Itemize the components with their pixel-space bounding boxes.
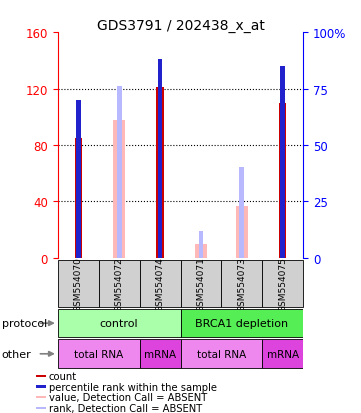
Bar [99,260,140,308]
Bar [35,406,47,409]
Bar [74,138,82,258]
Bar [58,339,140,368]
Text: protocol: protocol [2,318,47,328]
Text: GSM554071: GSM554071 [196,256,205,311]
Bar [239,168,244,258]
Text: mRNA: mRNA [267,349,299,359]
Text: GSM554074: GSM554074 [156,256,165,311]
Text: total RNA: total RNA [197,349,246,359]
Bar [58,309,180,338]
Bar [180,260,221,308]
Text: other: other [2,349,31,359]
Text: GSM554070: GSM554070 [74,256,83,311]
Bar [35,385,47,388]
Text: count: count [49,371,77,381]
Bar [140,260,180,308]
Text: percentile rank within the sample: percentile rank within the sample [49,382,217,392]
Bar [180,309,303,338]
Bar [156,88,164,258]
Bar [262,260,303,308]
Text: GSM554072: GSM554072 [115,256,123,311]
Text: GSM554075: GSM554075 [278,256,287,311]
Bar [199,231,203,258]
Bar [35,396,47,399]
Text: BRCA1 depletion: BRCA1 depletion [195,318,288,328]
Bar [236,206,248,258]
Bar [117,87,122,258]
Bar [280,67,285,258]
Bar [140,339,180,368]
Bar [113,120,125,258]
Text: value, Detection Call = ABSENT: value, Detection Call = ABSENT [49,392,207,402]
Text: control: control [100,318,138,328]
Bar [76,100,81,258]
Bar [221,260,262,308]
Text: mRNA: mRNA [144,349,176,359]
Text: GDS3791 / 202438_x_at: GDS3791 / 202438_x_at [96,19,265,33]
Bar [158,60,162,258]
Bar [195,244,207,258]
Bar [279,103,287,258]
Text: total RNA: total RNA [74,349,123,359]
Text: GSM554073: GSM554073 [238,256,246,311]
Text: rank, Detection Call = ABSENT: rank, Detection Call = ABSENT [49,403,202,413]
Bar [35,375,47,377]
Bar [262,339,303,368]
Bar [180,339,262,368]
Bar [58,260,99,308]
